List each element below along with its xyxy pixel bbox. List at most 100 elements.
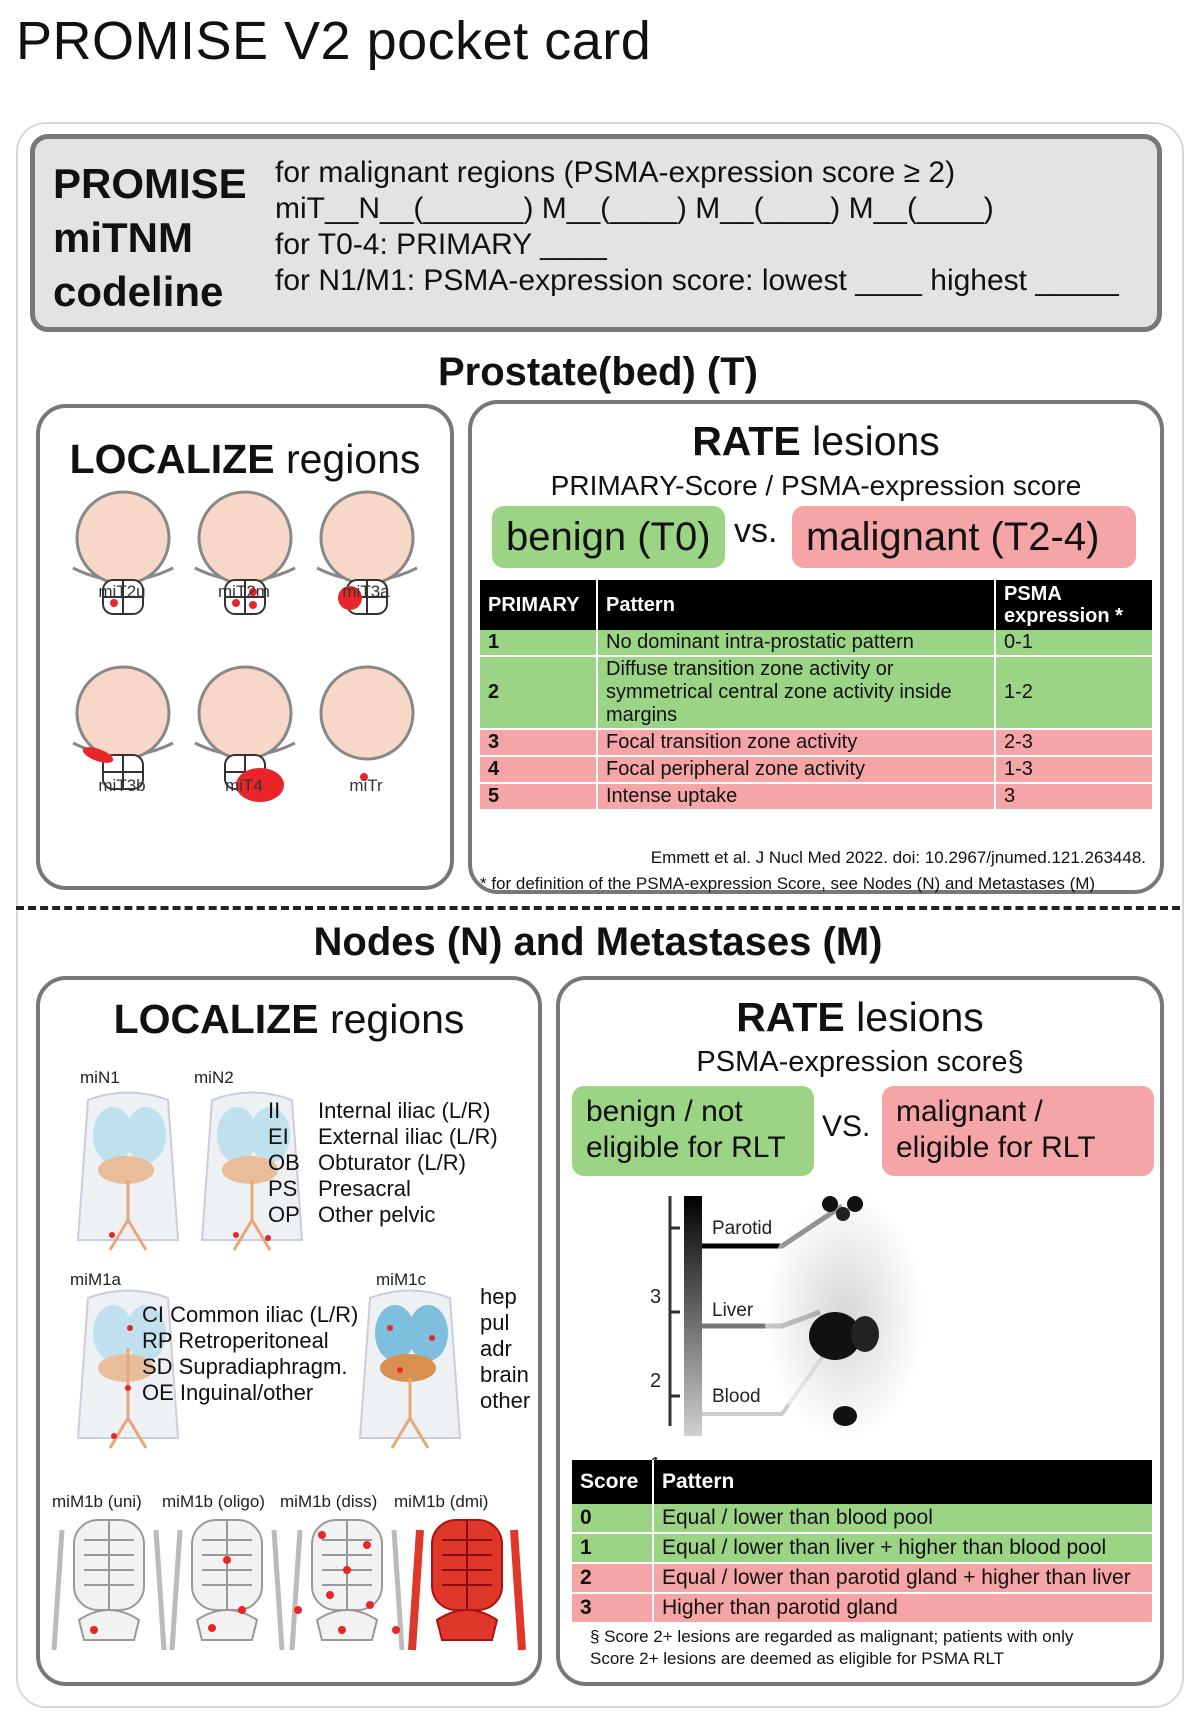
- table-cell: Focal transition zone activity: [597, 729, 996, 757]
- m1c-region: hep: [480, 1284, 517, 1309]
- malignant-chip: malignant (T2-4): [792, 506, 1136, 568]
- pelvic-code: II: [268, 1098, 281, 1123]
- codeline-line: for T0-4: PRIMARY ____: [275, 228, 607, 261]
- table-header: PRIMARY: [480, 580, 598, 630]
- primary-score-table: PRIMARY Pattern PSMA expression * 1 No do…: [480, 580, 1154, 811]
- scale-label-parotid: Parotid: [712, 1218, 773, 1239]
- table-row: 1 Equal / lower than liver + higher than …: [572, 1533, 1154, 1564]
- pelvic-name: Presacral: [318, 1176, 411, 1201]
- vs-label: VS.: [822, 1110, 871, 1143]
- codeline-box: PROMISE miTNM codeline for malignant reg…: [30, 134, 1162, 332]
- pelvic-name: Other pelvic: [318, 1202, 436, 1227]
- m1c-region: other: [480, 1388, 531, 1413]
- prostate-miT3a-icon: [316, 490, 418, 615]
- prostate-rate-panel: RATE lesions PRIMARY-Score / PSMA-expres…: [468, 400, 1164, 894]
- m1a-region: RP Retroperitoneal: [142, 1328, 329, 1353]
- m1c-region: brain: [480, 1362, 529, 1387]
- figure-label: miN1: [80, 1068, 120, 1087]
- chip-line: eligible for RLT: [586, 1131, 786, 1164]
- benign-chip: benign (T0): [492, 506, 725, 568]
- scale-label-liver: Liver: [712, 1300, 754, 1321]
- prostate-label: miT3a: [342, 582, 390, 601]
- nodes-rate-panel: RATE lesions PSMA-expression score§ beni…: [556, 976, 1164, 1686]
- table-cell: 1-3: [995, 756, 1154, 784]
- malignant-eligible-chip: malignant / eligible for RLT: [882, 1086, 1154, 1176]
- table-header: Score: [572, 1460, 654, 1504]
- footnote-line: Score 2+ lesions are deemed as eligible …: [590, 1649, 1005, 1668]
- prostate-localize-title: LOCALIZE regions: [69, 436, 421, 482]
- prostate-label: miT3b: [98, 776, 146, 795]
- vs-label: vs.: [734, 512, 778, 550]
- pelvic-code: OB: [268, 1150, 300, 1175]
- chip-line: eligible for RLT: [896, 1131, 1096, 1164]
- m1c-region: adr: [480, 1336, 512, 1361]
- m1a-regions: CI Common iliac (L/R) RP Retroperitoneal…: [142, 1302, 358, 1406]
- prostate-rate-title: RATE lesions: [692, 418, 940, 464]
- figure-label: miM1b (oligo): [162, 1492, 265, 1511]
- skeleton-uni-icon: [51, 1519, 167, 1651]
- table-cell: Equal / lower than blood pool: [653, 1504, 1154, 1534]
- pelvic-code: OP: [268, 1202, 300, 1227]
- pelvic-names: Internal iliac (L/R) External iliac (L/R…: [318, 1098, 498, 1228]
- table-cell: 0-1: [995, 630, 1154, 657]
- nodes-rate-subtitle: PSMA-expression score§: [696, 1046, 1024, 1078]
- figure-label: miM1b (dmi): [394, 1492, 489, 1511]
- table-row: 5 Intense uptake 3: [480, 783, 1154, 811]
- figure-label: miM1b (uni): [52, 1492, 142, 1511]
- table-cell: 5: [480, 783, 598, 811]
- table-cell: 2-3: [995, 729, 1154, 757]
- pelvic-name: Internal iliac (L/R): [318, 1098, 491, 1123]
- pet-liver: [809, 1312, 861, 1360]
- m1c-region: pul: [480, 1310, 510, 1335]
- nodes-localize-title: LOCALIZE regions: [113, 996, 465, 1042]
- table-cell: 0: [572, 1504, 654, 1534]
- prostate-label: miTr: [349, 776, 383, 795]
- table-row: 0 Equal / lower than blood pool: [572, 1504, 1154, 1534]
- prostate-miTr-icon: [319, 665, 415, 781]
- section-divider: [16, 906, 1180, 910]
- table-cell: 2: [572, 1563, 654, 1594]
- footnote: * for definition of the PSMA-expression …: [480, 874, 1096, 893]
- chip-line: malignant /: [896, 1095, 1043, 1128]
- pelvic-name: Obturator (L/R): [318, 1150, 466, 1175]
- table-cell: Focal peripheral zone activity: [597, 756, 996, 784]
- prostate-localize-panel: LOCALIZE regions: [36, 404, 454, 890]
- footnote-line: § Score 2+ lesions are regarded as malig…: [590, 1627, 1074, 1646]
- table-cell: 4: [480, 756, 598, 784]
- torso-miM1c-icon: [358, 1289, 462, 1449]
- table-row: 3 Focal transition zone activity 2-3: [480, 729, 1154, 757]
- table-cell: 3: [995, 783, 1154, 811]
- codeline-label-line: miTNM: [53, 214, 193, 261]
- table-cell: Intense uptake: [597, 783, 996, 811]
- table-cell: 3: [480, 729, 598, 757]
- prostate-miT4-icon: [194, 665, 296, 802]
- table-header: Pattern: [653, 1460, 1154, 1504]
- prostate-label: miT2u: [98, 582, 146, 601]
- table-cell: Equal / lower than parotid gland + highe…: [653, 1563, 1154, 1594]
- table-cell: Diffuse transition zone activity or symm…: [597, 656, 996, 730]
- codeline-line: miT__N__(______) M__(____) M__(____) M__…: [275, 192, 994, 225]
- table-cell: Higher than parotid gland: [653, 1593, 1154, 1624]
- m1a-region: OE Inguinal/other: [142, 1380, 314, 1405]
- torso-miM1a-icon: [76, 1289, 180, 1449]
- torso-miN1-icon: [76, 1091, 180, 1251]
- chip-line: benign / not: [586, 1095, 743, 1128]
- benign-not-eligible-chip: benign / not eligible for RLT: [572, 1086, 814, 1176]
- table-header: PSMA expression *: [995, 580, 1154, 630]
- psma-footnote: § Score 2+ lesions are regarded as malig…: [590, 1626, 1073, 1670]
- codeline-line: for malignant regions (PSMA-expression s…: [275, 156, 956, 189]
- page-title: PROMISE V2 pocket card: [16, 11, 652, 71]
- codeline-line: for N1/M1: PSMA-expression score: lowest…: [275, 264, 1119, 297]
- nodes-section-title: Nodes (N) and Metastases (M): [313, 920, 883, 964]
- prostate-rate-subtitle: PRIMARY-Score / PSMA-expression score: [550, 470, 1082, 501]
- skeleton-diss-icon: [289, 1519, 405, 1651]
- table-cell: 3: [572, 1593, 654, 1624]
- table-row: 2 Diffuse transition zone activity or sym…: [480, 656, 1154, 730]
- figure-label: miM1a: [70, 1270, 122, 1289]
- table-row: 3 Higher than parotid gland: [572, 1593, 1154, 1624]
- table-cell: Equal / lower than liver + higher than b…: [653, 1533, 1154, 1564]
- prostate-label: miT2m: [218, 582, 270, 601]
- psma-scale-figure: [668, 1191, 925, 1441]
- codeline-text: for malignant regions (PSMA-expression s…: [275, 155, 1119, 299]
- table-row: 1 No dominant intra-prostatic pattern 0-1: [480, 630, 1154, 657]
